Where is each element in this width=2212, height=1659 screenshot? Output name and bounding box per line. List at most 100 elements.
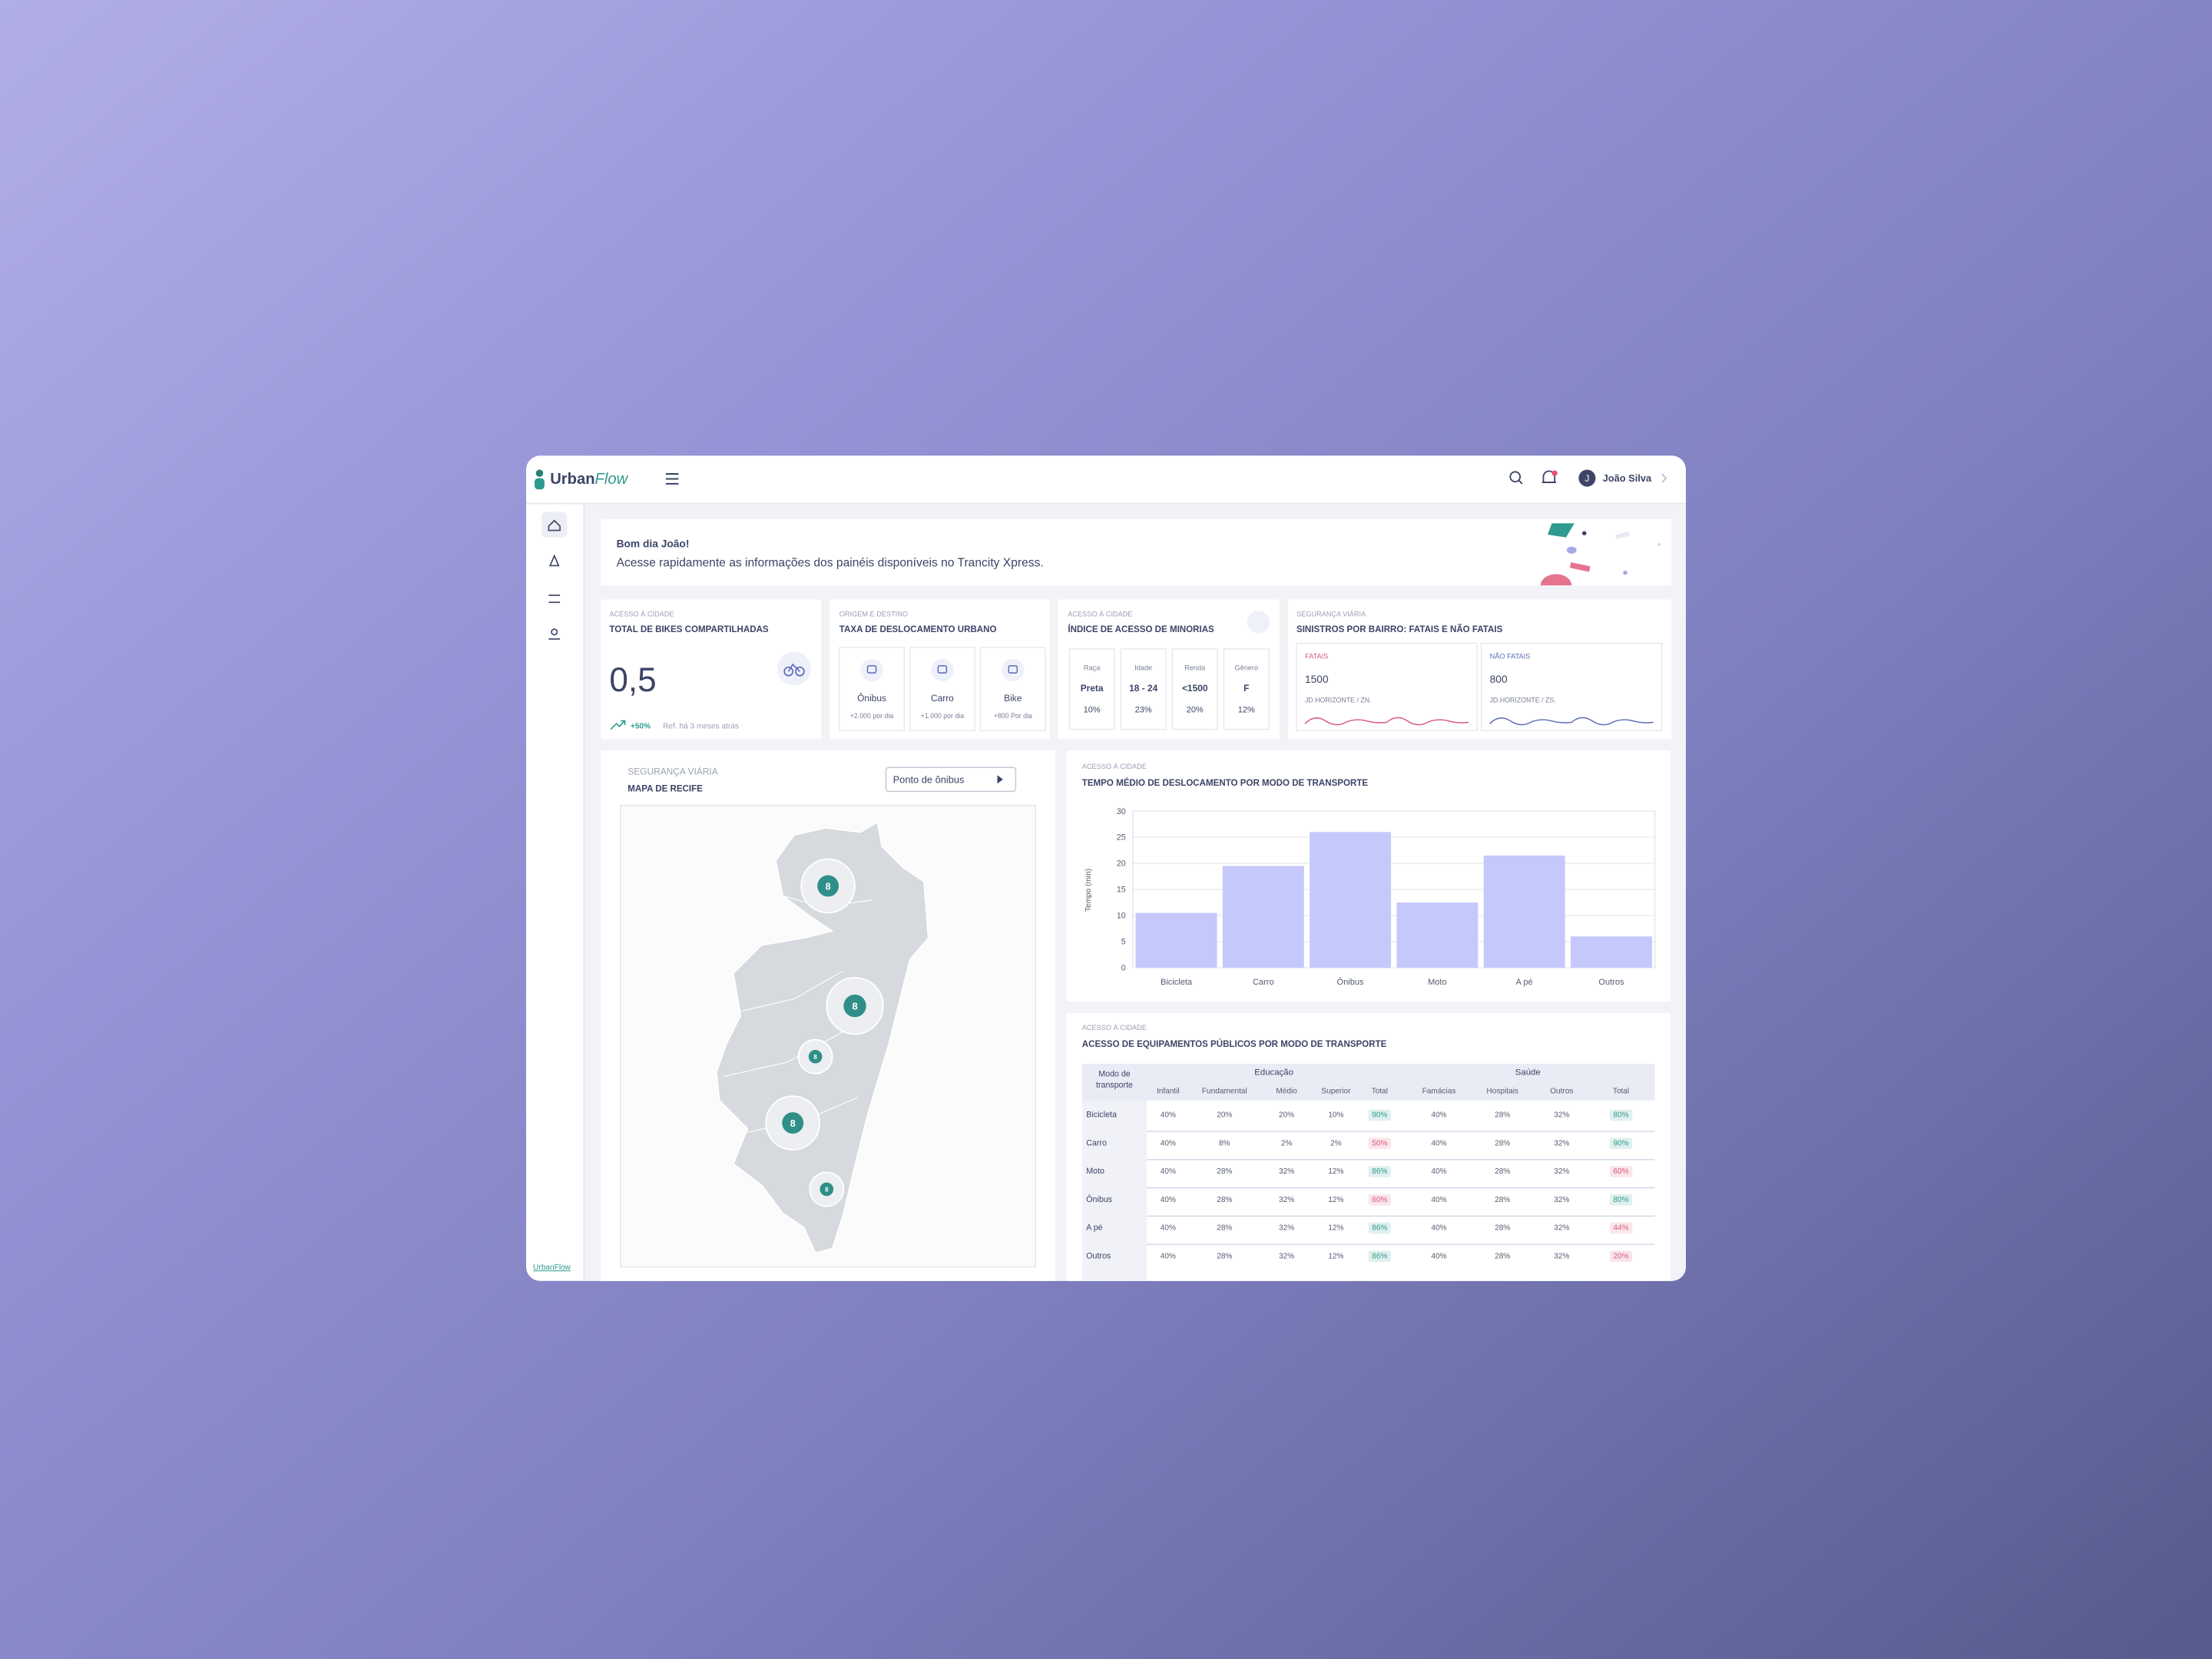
table-cell: 2% [1330, 1139, 1342, 1147]
table-cell: 40% [1431, 1252, 1446, 1260]
nav-transfers[interactable] [548, 594, 561, 604]
bus-stop-button[interactable]: Ponto de ônibus [885, 767, 1017, 793]
confetti [1540, 523, 1661, 586]
notifications-button[interactable] [1541, 470, 1558, 484]
cluster-marker[interactable] [817, 875, 839, 897]
x-tick-label: Moto [1428, 978, 1447, 987]
accident-value: 1500 [1305, 674, 1329, 685]
bike-icon [783, 663, 805, 677]
table-cell: 28% [1217, 1196, 1232, 1204]
cluster-count: 8 [825, 1186, 829, 1193]
mode-icon [931, 658, 954, 682]
nav-alerts[interactable] [548, 554, 560, 567]
bar [1483, 855, 1565, 969]
table-cell: 40% [1431, 1111, 1446, 1120]
y-tick-label: 10 [1117, 912, 1126, 921]
x-tick-label: A pé [1516, 978, 1533, 987]
x-tick-label: Bicicleta [1161, 978, 1193, 987]
card-kicker: ACESSO À CIDADE [609, 611, 674, 618]
group-pct: 23% [1135, 706, 1152, 715]
column-header: Superior [1321, 1087, 1351, 1095]
column-header: Famácias [1422, 1087, 1456, 1095]
table-cell: 40% [1161, 1196, 1176, 1204]
welcome-message: Acesse rapidamente as informações dos pa… [617, 556, 1044, 569]
brand[interactable]: UrbanFlow [550, 471, 628, 488]
bar [1135, 912, 1217, 969]
card-kicker: ACESSO À CIDADE [1068, 611, 1132, 618]
bikes-change: +50% [631, 723, 651, 731]
accident-panel [1296, 642, 1478, 732]
cluster-marker[interactable] [808, 1049, 823, 1064]
menu-button[interactable] [665, 473, 679, 485]
y-tick-label: 5 [1121, 938, 1126, 947]
card-title: TAXA DE DESLOCAMENTO URBANO [839, 625, 997, 634]
table-cell: 32% [1279, 1224, 1294, 1233]
cluster-marker[interactable] [820, 1182, 834, 1197]
table-cell: 86% [1372, 1252, 1387, 1260]
table-card [1066, 1012, 1671, 1281]
column-header: Outros [1550, 1087, 1573, 1095]
table-cell: 80% [1613, 1196, 1628, 1204]
user-menu[interactable]: J João Silva [1578, 469, 1667, 487]
nav-home-bg [541, 512, 568, 538]
group-value: F [1243, 683, 1249, 694]
group-box [1068, 648, 1115, 730]
mode-glyph [1008, 665, 1018, 674]
minorities-icon [1247, 611, 1270, 634]
table-header-bg [1081, 1063, 1655, 1101]
card-title: SINISTROS POR BAIRRO: FATAIS E NÃO FATAI… [1296, 624, 1503, 634]
x-tick-label: Ônibus [1337, 977, 1364, 987]
total-badge [1609, 1250, 1633, 1263]
table-cell: 10% [1328, 1111, 1343, 1120]
bar [1222, 866, 1304, 969]
greeting: Bom dia João! [617, 538, 690, 550]
cluster-marker[interactable] [843, 994, 866, 1018]
card-kicker: SEGURANÇA VIÁRIA [1296, 611, 1366, 618]
table-cell: 40% [1161, 1252, 1176, 1260]
bar [1570, 936, 1652, 969]
avatar [1578, 469, 1596, 487]
brand-b: Flow [595, 471, 629, 488]
bikes-value: 0,5 [609, 661, 656, 699]
logo-dot [535, 469, 544, 477]
mode-icon [1002, 658, 1025, 682]
card-title: ACESSO DE EQUIPAMENTOS PÚBLICOS POR MODO… [1082, 1039, 1387, 1049]
y-tick-label: 25 [1117, 833, 1126, 843]
table-cell: 32% [1279, 1196, 1294, 1204]
total-badge [1368, 1250, 1392, 1263]
column-header: Hospitais [1486, 1087, 1518, 1095]
bikes-ref: Ref. há 3 meses atrás [663, 723, 739, 731]
cluster-marker[interactable] [782, 1112, 804, 1134]
row-mode: A pé [1086, 1224, 1102, 1233]
user-name: João Silva [1603, 472, 1652, 484]
nav-home[interactable] [548, 519, 561, 531]
column-header: Total [1613, 1087, 1629, 1095]
mode-header: transporte [1096, 1081, 1133, 1090]
bike-icon-bg [777, 651, 812, 686]
table-cell: 32% [1554, 1224, 1569, 1233]
group-pct: 10% [1084, 706, 1101, 715]
table-cell: 32% [1554, 1139, 1569, 1147]
group-box [1120, 648, 1167, 730]
table-cell: 40% [1161, 1224, 1176, 1233]
column-header: Fundamental [1202, 1087, 1247, 1095]
table-cell: 28% [1495, 1224, 1510, 1233]
sidebar-footer[interactable]: UrbanFlow [533, 1263, 571, 1272]
map-clusters: 8 8 8 8 8 [765, 858, 884, 1207]
window-content: UrbanFlow J João Silva UrbanFlow Bom dia… [526, 455, 1686, 1281]
table-cell: 8% [1219, 1139, 1230, 1147]
group-label: Gênero [1234, 664, 1258, 671]
table-cell: 80% [1613, 1111, 1628, 1120]
group-label: Raça [1084, 664, 1101, 671]
total-badge [1368, 1109, 1392, 1121]
cluster-count: 8 [826, 881, 831, 892]
nav-locations[interactable] [548, 628, 561, 640]
group-label: Renda [1184, 664, 1206, 671]
mode-rate: +800 Por dia [994, 712, 1032, 720]
cluster-count: 8 [813, 1054, 817, 1061]
search-button[interactable] [1509, 471, 1523, 485]
accident-wave [1489, 717, 1654, 726]
table-cell: 28% [1217, 1167, 1232, 1176]
table-cell: 28% [1217, 1252, 1232, 1260]
row-mode: Carro [1086, 1138, 1107, 1147]
